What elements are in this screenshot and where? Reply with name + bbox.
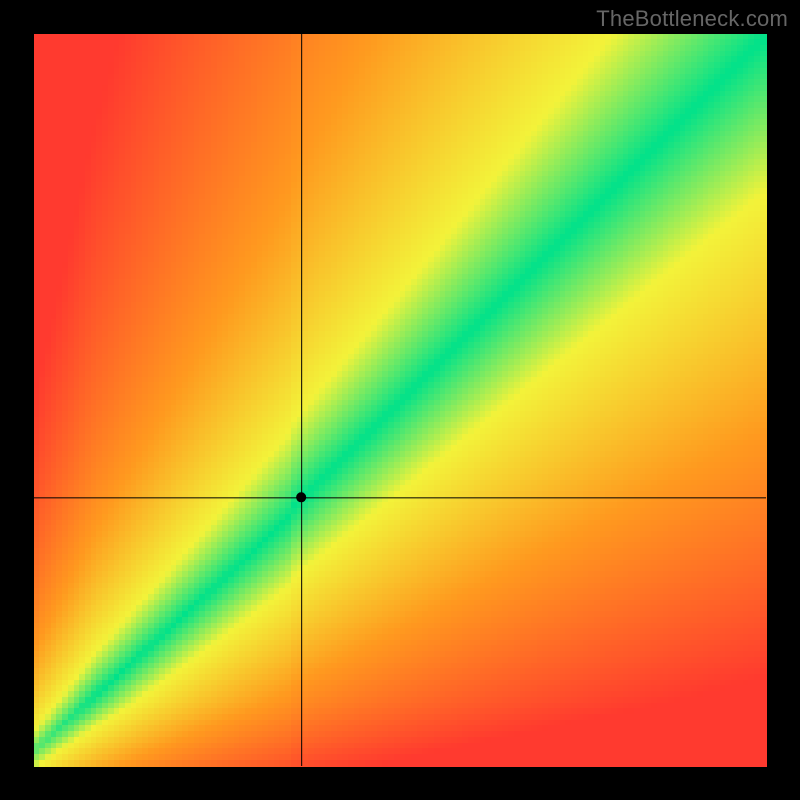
chart-container: TheBottleneck.com bbox=[0, 0, 800, 800]
heatmap-canvas bbox=[0, 0, 800, 800]
watermark-text: TheBottleneck.com bbox=[596, 6, 788, 32]
